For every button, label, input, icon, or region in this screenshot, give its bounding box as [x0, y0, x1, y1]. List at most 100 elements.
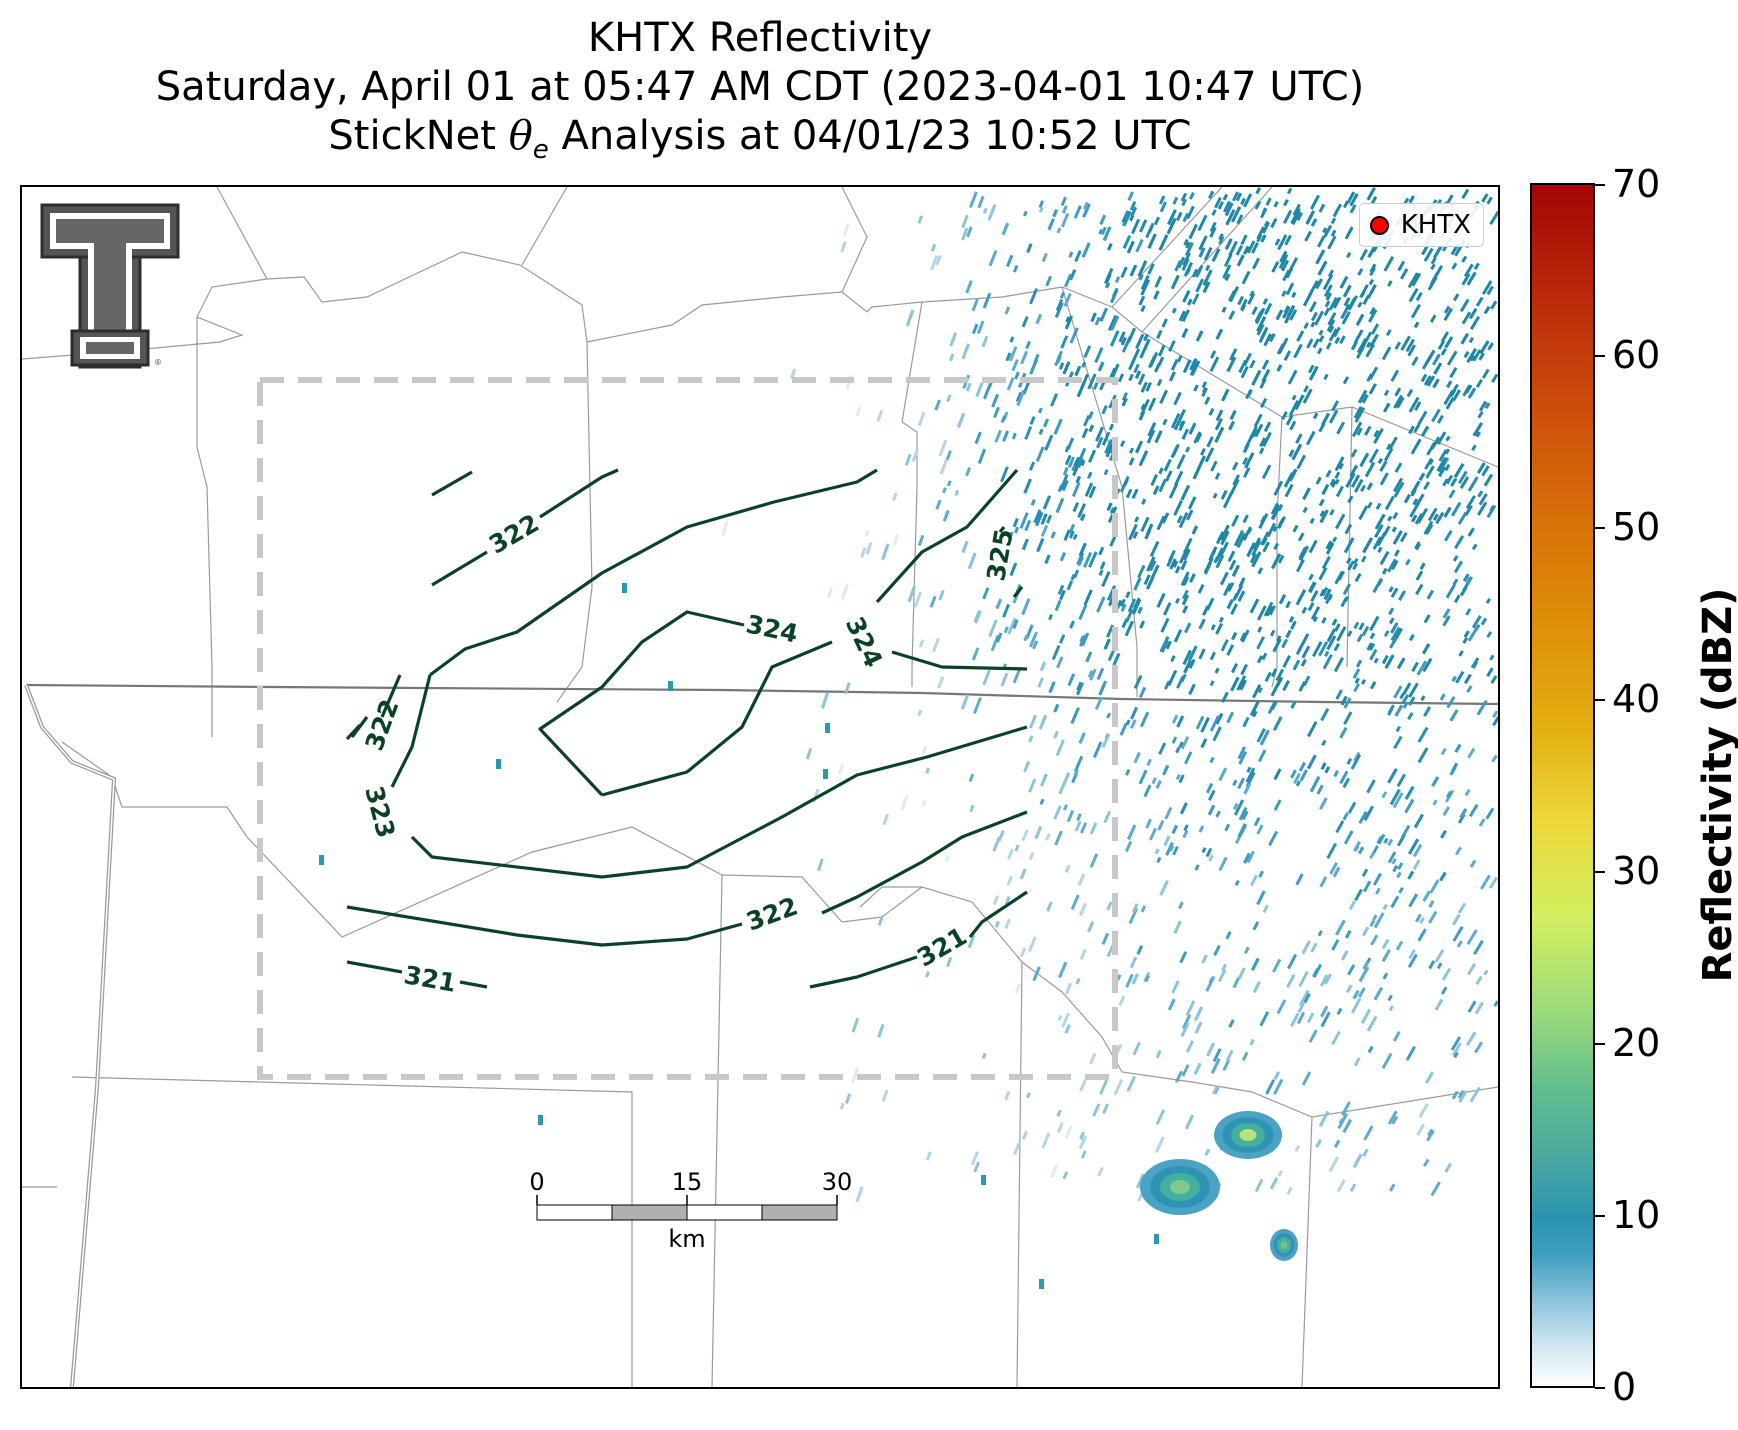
echo-pixel — [1372, 914, 1378, 921]
echo-pixel — [892, 492, 898, 501]
echo-pixel — [1361, 868, 1369, 877]
echo-pixel — [1318, 566, 1328, 581]
echo-pixel — [1165, 470, 1173, 482]
echo-pixel — [1138, 769, 1148, 785]
echo-pixel — [1329, 509, 1335, 516]
echo-pixel — [1427, 507, 1438, 522]
echo-pixel — [1423, 614, 1431, 624]
echo-pixel — [1243, 245, 1250, 255]
echo-pixel — [1434, 948, 1445, 963]
echo-pixel — [1240, 663, 1248, 676]
echo-pixel — [1198, 618, 1206, 630]
echo-pixel — [1056, 227, 1062, 234]
colorbar-tick — [1595, 527, 1605, 529]
echo-pixel — [1457, 1090, 1465, 1099]
echo-pixel — [1133, 577, 1142, 591]
echo-pixel — [1410, 438, 1422, 455]
echo-pixel — [1344, 226, 1354, 240]
echo-pixel — [1171, 736, 1178, 744]
echo-pixel — [1407, 870, 1415, 880]
echo-pixel — [965, 382, 972, 392]
echo-pixel — [1413, 813, 1424, 829]
echo-pixel — [1337, 1112, 1349, 1130]
echo-pixel — [1374, 513, 1386, 530]
title-station: KHTX Reflectivity — [587, 15, 933, 61]
echo-pixel — [1178, 409, 1186, 420]
echo-pixel — [1140, 905, 1147, 913]
echo-pixel — [1225, 209, 1236, 226]
map-panel[interactable]: 322 322 323 324 324 325 322 321 321 ® — [20, 185, 1500, 1389]
registered-mark: ® — [154, 358, 162, 367]
echo-pixel — [1026, 1092, 1031, 1099]
echo-pixel — [1491, 754, 1498, 763]
echo-pixel — [1181, 258, 1190, 271]
echo-pixel — [1206, 1042, 1216, 1057]
echo-pixel — [1083, 551, 1093, 568]
echo-pixel — [1081, 427, 1089, 439]
echo-pixel — [1475, 975, 1483, 986]
echo-pixel — [1387, 558, 1397, 573]
echo-pixel — [1337, 570, 1345, 581]
echo-pixel — [1446, 380, 1453, 389]
echo-pixel — [1436, 458, 1447, 472]
echo-pixel — [1465, 495, 1476, 510]
echo-pixel — [1192, 467, 1201, 480]
echo-pixel — [1369, 333, 1379, 348]
echo-pixel — [1422, 1158, 1430, 1168]
echo-pixel — [1219, 524, 1230, 541]
echo-pixel — [1135, 333, 1145, 350]
state-boundary — [25, 683, 1498, 706]
echo-pixel — [1092, 741, 1103, 758]
echo-pixel — [960, 694, 970, 710]
echo-pixel — [1296, 454, 1307, 470]
echo-pixel — [1154, 1234, 1159, 1244]
echo-pixel — [1070, 573, 1076, 581]
echo-pixel — [1064, 445, 1070, 453]
echo-pixel — [1202, 605, 1210, 616]
echo-pixel — [1048, 681, 1056, 694]
echo-pixel — [946, 394, 952, 403]
echo-pixel — [1137, 373, 1146, 386]
echo-pixel — [1126, 240, 1135, 254]
echo-pixel — [1228, 286, 1239, 303]
echo-pixel — [1167, 209, 1177, 226]
echo-pixel — [1221, 388, 1230, 402]
echo-pixel — [1283, 199, 1289, 207]
echo-pixel — [1302, 487, 1311, 501]
echo-pixel — [1272, 958, 1282, 973]
echo-pixel — [1169, 845, 1175, 852]
echo-pixel — [1317, 347, 1323, 355]
echo-pixel — [967, 552, 977, 570]
echo-pixel — [1349, 464, 1358, 477]
echo-pixel — [1089, 853, 1099, 868]
echo-pixel — [1108, 423, 1115, 431]
echo-pixel — [1187, 298, 1193, 306]
echo-pixel — [1023, 210, 1028, 217]
echo-pixel — [1261, 359, 1270, 370]
echo-pixel — [1429, 314, 1437, 323]
echo-pixel — [1127, 191, 1134, 202]
echo-pixel — [1124, 620, 1134, 637]
echo-pixel — [1197, 584, 1205, 594]
contour-label: 324 — [840, 612, 888, 672]
echo-pixel — [1117, 373, 1125, 383]
echo-pixel — [1361, 331, 1373, 348]
echo-pixel — [1202, 281, 1211, 294]
echo-pixel — [1103, 469, 1109, 476]
echo-pixel — [1318, 329, 1324, 336]
echo-pixel — [1047, 218, 1055, 231]
echo-pixel — [1383, 837, 1389, 844]
echo-pixel — [1072, 467, 1078, 477]
echo-pixel — [1285, 282, 1295, 296]
echo-pixel — [1214, 417, 1223, 431]
echo-pixel — [1173, 920, 1182, 934]
echo-pixel — [1261, 221, 1271, 234]
echo-pixel — [1176, 211, 1183, 222]
echo-pixel — [1339, 335, 1346, 345]
echo-pixel — [1020, 350, 1029, 365]
echo-pixel — [1413, 424, 1421, 433]
echo-pixel — [1259, 1011, 1270, 1027]
echo-pixel — [1357, 268, 1364, 276]
echo-pixel — [1381, 346, 1392, 361]
echo-pixel — [1368, 383, 1377, 395]
